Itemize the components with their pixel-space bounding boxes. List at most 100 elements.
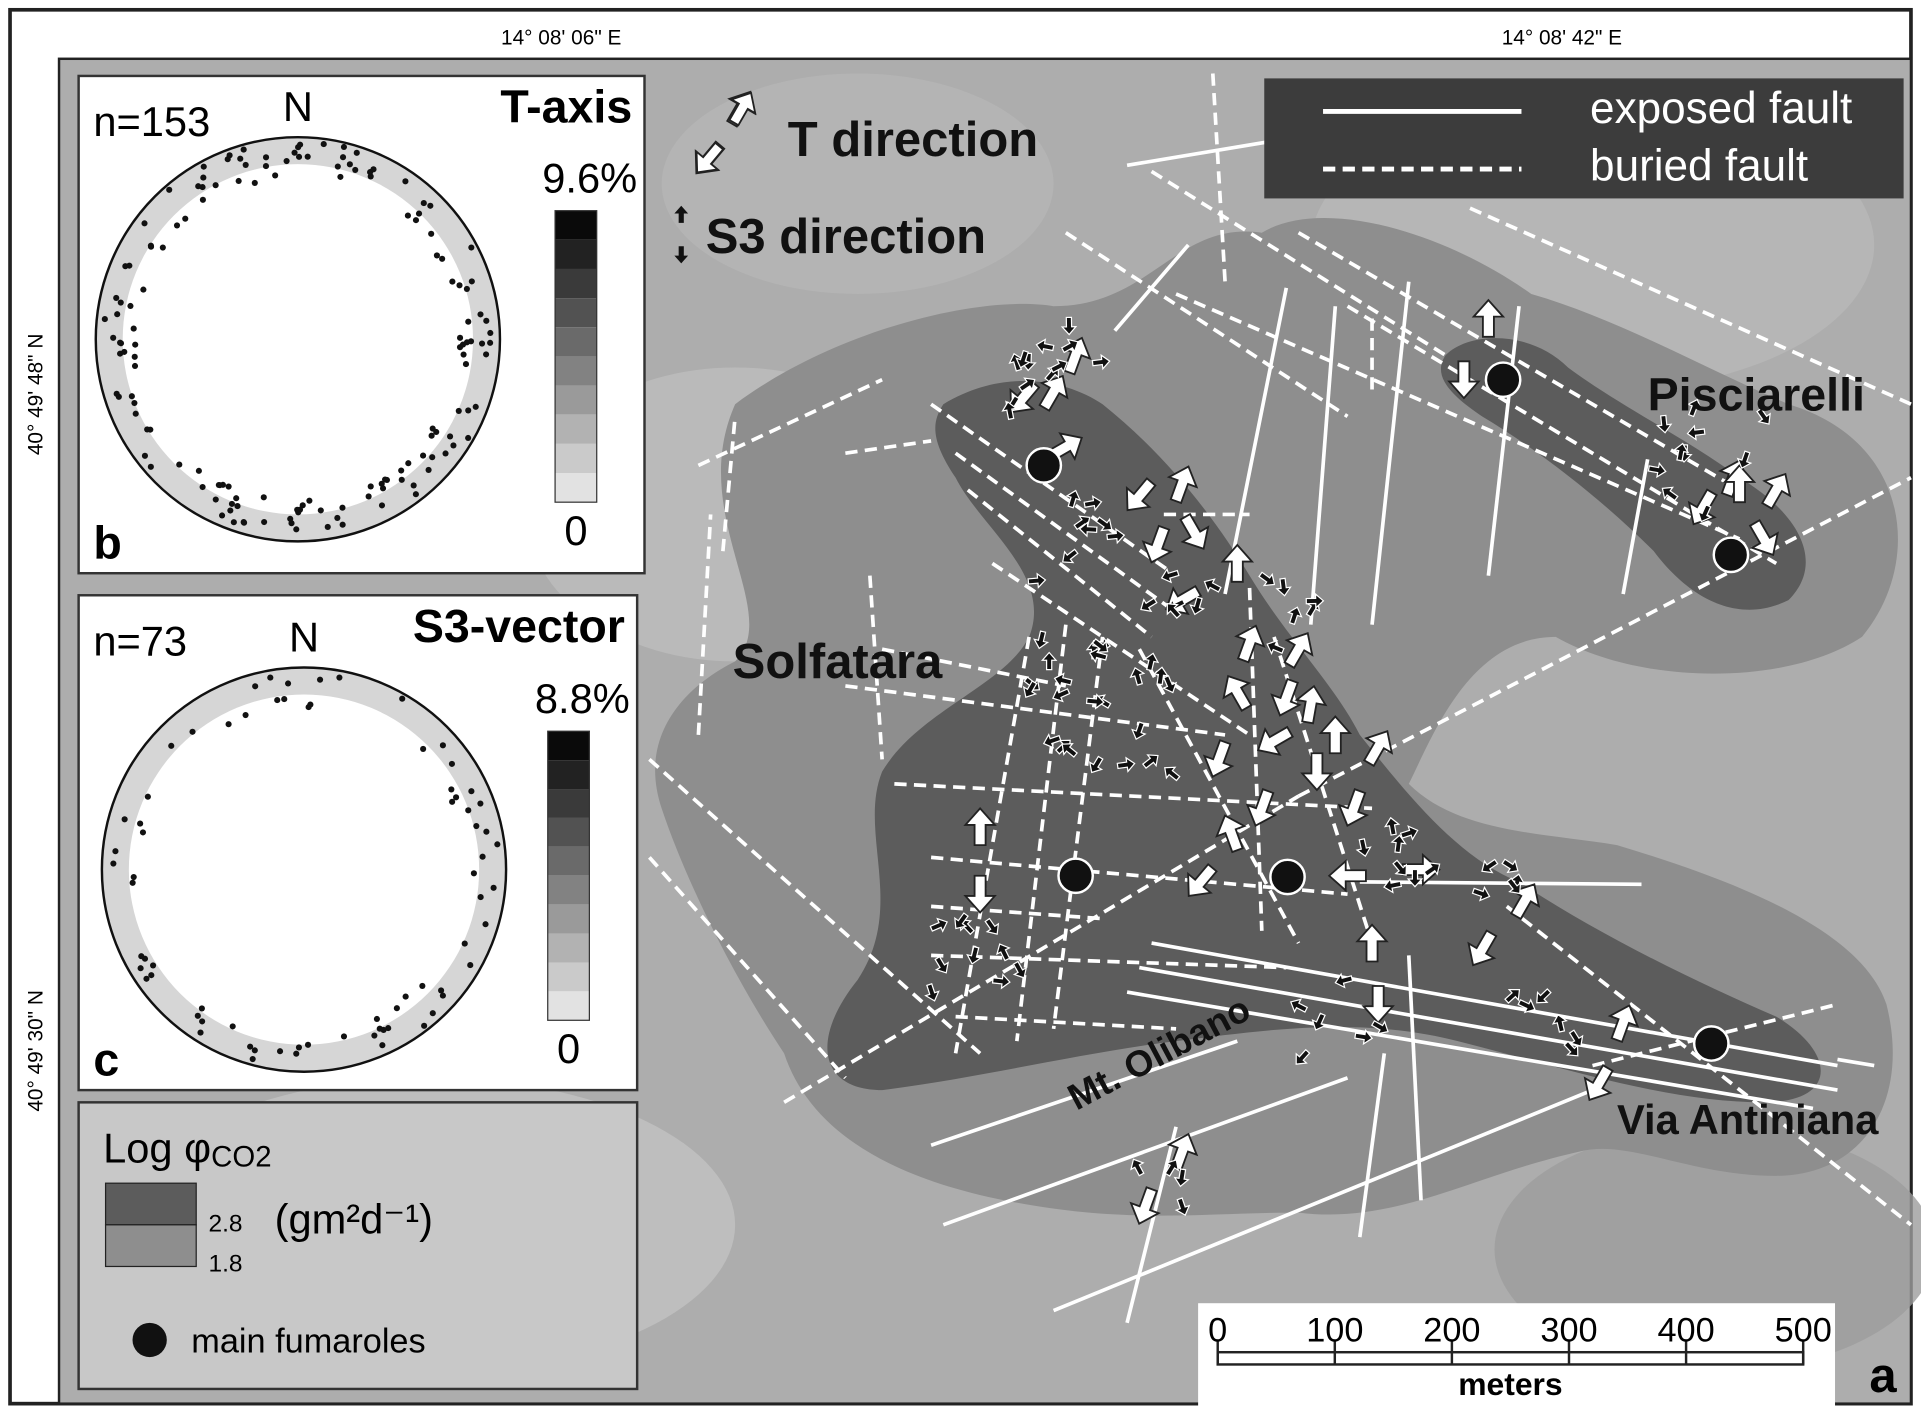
stereonet-point bbox=[473, 404, 479, 410]
stereonet-point bbox=[129, 393, 135, 399]
stereonet-point bbox=[189, 729, 195, 735]
stereonet-point bbox=[296, 154, 302, 160]
stereonet-point bbox=[434, 252, 440, 258]
stereonet-point bbox=[195, 183, 201, 189]
stereonet-point bbox=[487, 330, 493, 336]
stereonet-point bbox=[199, 1018, 205, 1024]
color-bar-step bbox=[548, 818, 590, 847]
stereonet-point bbox=[148, 464, 154, 470]
stereonet-point bbox=[133, 411, 139, 417]
stereonet-point bbox=[473, 823, 479, 829]
stereonet-point bbox=[465, 435, 471, 441]
stereonet-point bbox=[233, 495, 239, 501]
stereonet-point bbox=[281, 696, 287, 702]
stereonet-point bbox=[336, 674, 342, 680]
stereonet-point bbox=[456, 282, 462, 288]
stereonet-point bbox=[379, 502, 385, 508]
stereonet-point bbox=[138, 953, 144, 959]
color-bar-step bbox=[548, 962, 590, 991]
color-bar-min: 0 bbox=[557, 1025, 580, 1072]
stereonet-point bbox=[477, 311, 483, 317]
stereonet-point bbox=[226, 721, 232, 727]
stereonet-point bbox=[297, 142, 303, 148]
stereonet-point bbox=[141, 220, 147, 226]
stereonet-point bbox=[272, 172, 278, 178]
co2-title-main: Log φ bbox=[103, 1124, 211, 1171]
stereonet-point bbox=[440, 742, 446, 748]
stereonet-point bbox=[148, 244, 154, 250]
lat-label: 40° 49' 30" N bbox=[24, 990, 47, 1112]
stereonet-point bbox=[263, 163, 269, 169]
stereonet-point bbox=[374, 1016, 380, 1022]
stereonet-point bbox=[469, 278, 475, 284]
color-bar-step bbox=[555, 444, 597, 473]
color-bar-step bbox=[548, 731, 590, 760]
place-label: S3 direction bbox=[706, 210, 986, 264]
stereonet-point bbox=[140, 829, 146, 835]
lat-label: 40° 49' 48" N bbox=[24, 334, 47, 456]
stereonet-point bbox=[449, 761, 455, 767]
legend-label: exposed fault bbox=[1590, 84, 1852, 133]
stereonet-point bbox=[370, 166, 376, 172]
sample-count: n=153 bbox=[93, 98, 210, 145]
stereonet-point bbox=[148, 972, 154, 978]
stereonet-point bbox=[420, 453, 426, 459]
color-bar-min: 0 bbox=[564, 507, 587, 554]
stereonet-inner bbox=[129, 694, 479, 1044]
stereonet-point bbox=[231, 519, 237, 525]
fumarole bbox=[1270, 860, 1304, 894]
stereonet-point bbox=[398, 467, 404, 473]
stereonet-point bbox=[219, 512, 225, 518]
exposed-fault bbox=[1360, 882, 1642, 884]
sample-count: n=73 bbox=[93, 617, 187, 664]
color-bar-step bbox=[555, 386, 597, 415]
stereonet-point bbox=[449, 799, 455, 805]
stereonet-point bbox=[263, 154, 269, 160]
stereonet-point bbox=[196, 468, 202, 474]
scale-tick-label: 200 bbox=[1423, 1312, 1480, 1350]
stereonet-point bbox=[427, 203, 433, 209]
stereonet-point bbox=[419, 983, 425, 989]
scale-tick-label: 400 bbox=[1657, 1312, 1714, 1350]
color-bar-step bbox=[555, 356, 597, 385]
stereonet-point bbox=[200, 197, 206, 203]
stereonet-point bbox=[467, 962, 473, 968]
stereonet-point bbox=[234, 503, 240, 509]
color-bar-step bbox=[548, 789, 590, 818]
legend-fumarole bbox=[133, 1323, 167, 1357]
stereonet-point bbox=[340, 154, 346, 160]
stereonet-point bbox=[132, 363, 138, 369]
stereonet-point bbox=[143, 976, 149, 982]
scale-bar bbox=[1218, 1352, 1803, 1364]
stereonet-point bbox=[317, 677, 323, 683]
stereonet-point bbox=[102, 316, 108, 322]
stereonet-point bbox=[160, 244, 166, 250]
fumarole bbox=[1714, 538, 1748, 572]
stereonet-point bbox=[277, 1048, 283, 1054]
stereonet-point bbox=[138, 965, 144, 971]
stereonet-point bbox=[413, 217, 419, 223]
stereonet-point bbox=[130, 880, 136, 886]
color-bar-step bbox=[555, 298, 597, 327]
panel-letter: b bbox=[93, 517, 121, 569]
stereonet-point bbox=[118, 299, 124, 305]
color-bar-max: 8.8% bbox=[535, 675, 630, 722]
figure: SolfataraPisciarelliVia AntinianaMt. Oli… bbox=[0, 0, 1921, 1411]
stereonet-point bbox=[478, 894, 484, 900]
co2-level: 1.8 bbox=[208, 1251, 242, 1278]
scale-tick-label: 300 bbox=[1540, 1312, 1597, 1350]
stereonet-point bbox=[468, 244, 474, 250]
stereonet-point bbox=[294, 507, 300, 513]
lon-label: 14° 08' 06" E bbox=[501, 27, 621, 50]
stereonet-point bbox=[413, 491, 419, 497]
stereonet-point bbox=[337, 174, 343, 180]
stereonet-point bbox=[182, 216, 188, 222]
stereonet-point bbox=[243, 712, 249, 718]
stereonet-point bbox=[479, 340, 485, 346]
stereonet-point bbox=[110, 860, 116, 866]
color-bar-step bbox=[555, 415, 597, 444]
fumarole bbox=[1058, 859, 1092, 893]
stereonet-point bbox=[226, 483, 232, 489]
stereonet-point bbox=[465, 407, 471, 413]
stereonet-point bbox=[132, 354, 138, 360]
